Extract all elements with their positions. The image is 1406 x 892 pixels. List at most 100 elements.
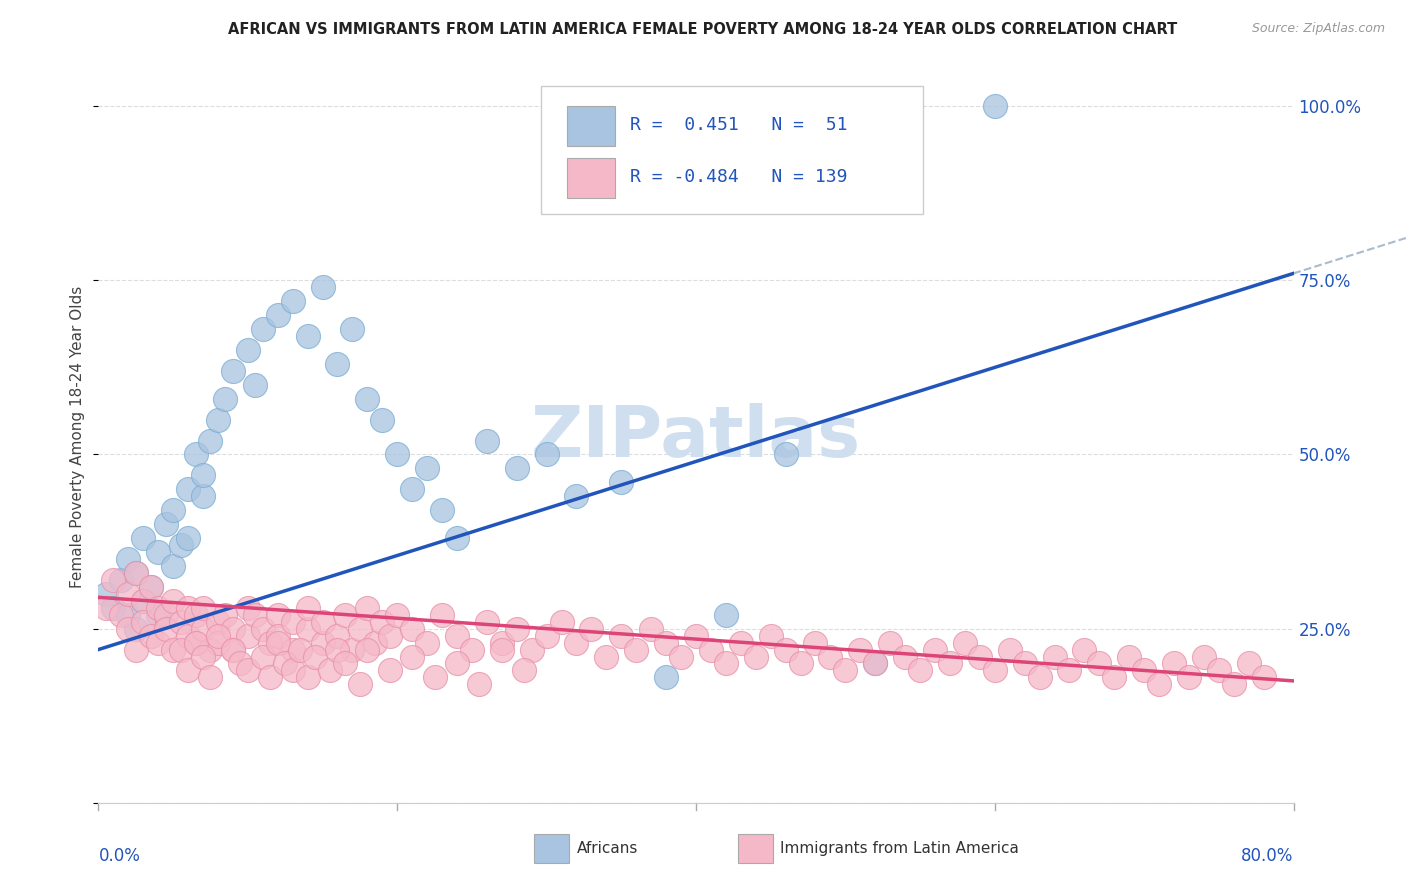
Point [1028,670,1050,684]
Point [139,629,162,643]
Point [191,600,214,615]
Point [475,615,498,629]
Point [117,552,139,566]
Point [565,635,588,649]
Point [1133,664,1156,678]
Point [984,664,1007,678]
Point [274,657,297,671]
Point [177,664,200,678]
Y-axis label: Female Poverty Among 18-24 Year Olds: Female Poverty Among 18-24 Year Olds [70,286,86,588]
Point [700,642,723,657]
Point [139,580,162,594]
Point [581,622,603,636]
Point [730,635,752,649]
Point [520,642,543,657]
Point [191,468,214,483]
Text: AFRICAN VS IMMIGRANTS FROM LATIN AMERICA FEMALE POVERTY AMONG 18-24 YEAR OLDS CO: AFRICAN VS IMMIGRANTS FROM LATIN AMERICA… [228,22,1178,37]
Point [401,483,423,497]
Point [222,364,245,378]
Point [191,649,214,664]
Point [1043,649,1066,664]
Point [184,635,207,649]
Point [117,622,139,636]
Point [565,489,588,503]
Point [311,615,333,629]
Point [371,615,394,629]
Point [491,642,513,657]
Point [252,322,274,336]
Point [139,580,162,594]
Point [371,412,394,426]
Point [132,594,155,608]
Point [342,322,364,336]
Point [207,629,229,643]
Point [155,622,177,636]
Point [1178,670,1201,684]
Point [110,573,132,587]
Point [349,677,371,691]
Text: 0.0%: 0.0% [98,847,141,864]
Point [125,622,148,636]
Point [745,649,768,664]
Point [252,622,274,636]
Point [865,657,887,671]
Point [849,642,872,657]
Point [1208,664,1230,678]
Point [1088,657,1111,671]
Point [550,615,572,629]
Point [214,607,236,622]
Point [595,649,617,664]
Point [132,615,155,629]
Point [446,629,468,643]
Point [155,607,177,622]
Point [148,607,170,622]
Point [1073,642,1095,657]
Point [610,475,633,490]
Point [430,503,453,517]
Point [132,594,155,608]
Point [356,600,378,615]
Point [342,642,364,657]
Point [177,629,200,643]
Point [117,587,139,601]
Point [416,461,439,475]
Point [148,635,170,649]
Point [1147,677,1170,691]
Point [953,635,976,649]
Point [326,357,349,371]
Point [288,642,311,657]
Point [536,448,558,462]
Point [281,642,304,657]
Point [401,622,423,636]
Text: 80.0%: 80.0% [1241,847,1294,864]
Point [311,635,333,649]
Point [297,622,319,636]
Point [998,642,1021,657]
Point [169,615,191,629]
Point [513,664,536,678]
Point [655,670,678,684]
Point [236,664,259,678]
Point [207,615,229,629]
Point [834,664,856,678]
Point [423,670,446,684]
Point [177,600,200,615]
Point [229,657,252,671]
Point [200,670,222,684]
Point [177,483,200,497]
Point [924,642,946,657]
Point [184,635,207,649]
Point [626,642,648,657]
Point [775,642,797,657]
Point [162,503,184,517]
Point [132,531,155,545]
Point [148,545,170,559]
Point [378,629,401,643]
Point [281,294,304,309]
Point [200,434,222,448]
Point [326,642,349,657]
Point [207,635,229,649]
Point [297,670,319,684]
Point [148,600,170,615]
Text: ZIPatlas: ZIPatlas [531,402,860,472]
